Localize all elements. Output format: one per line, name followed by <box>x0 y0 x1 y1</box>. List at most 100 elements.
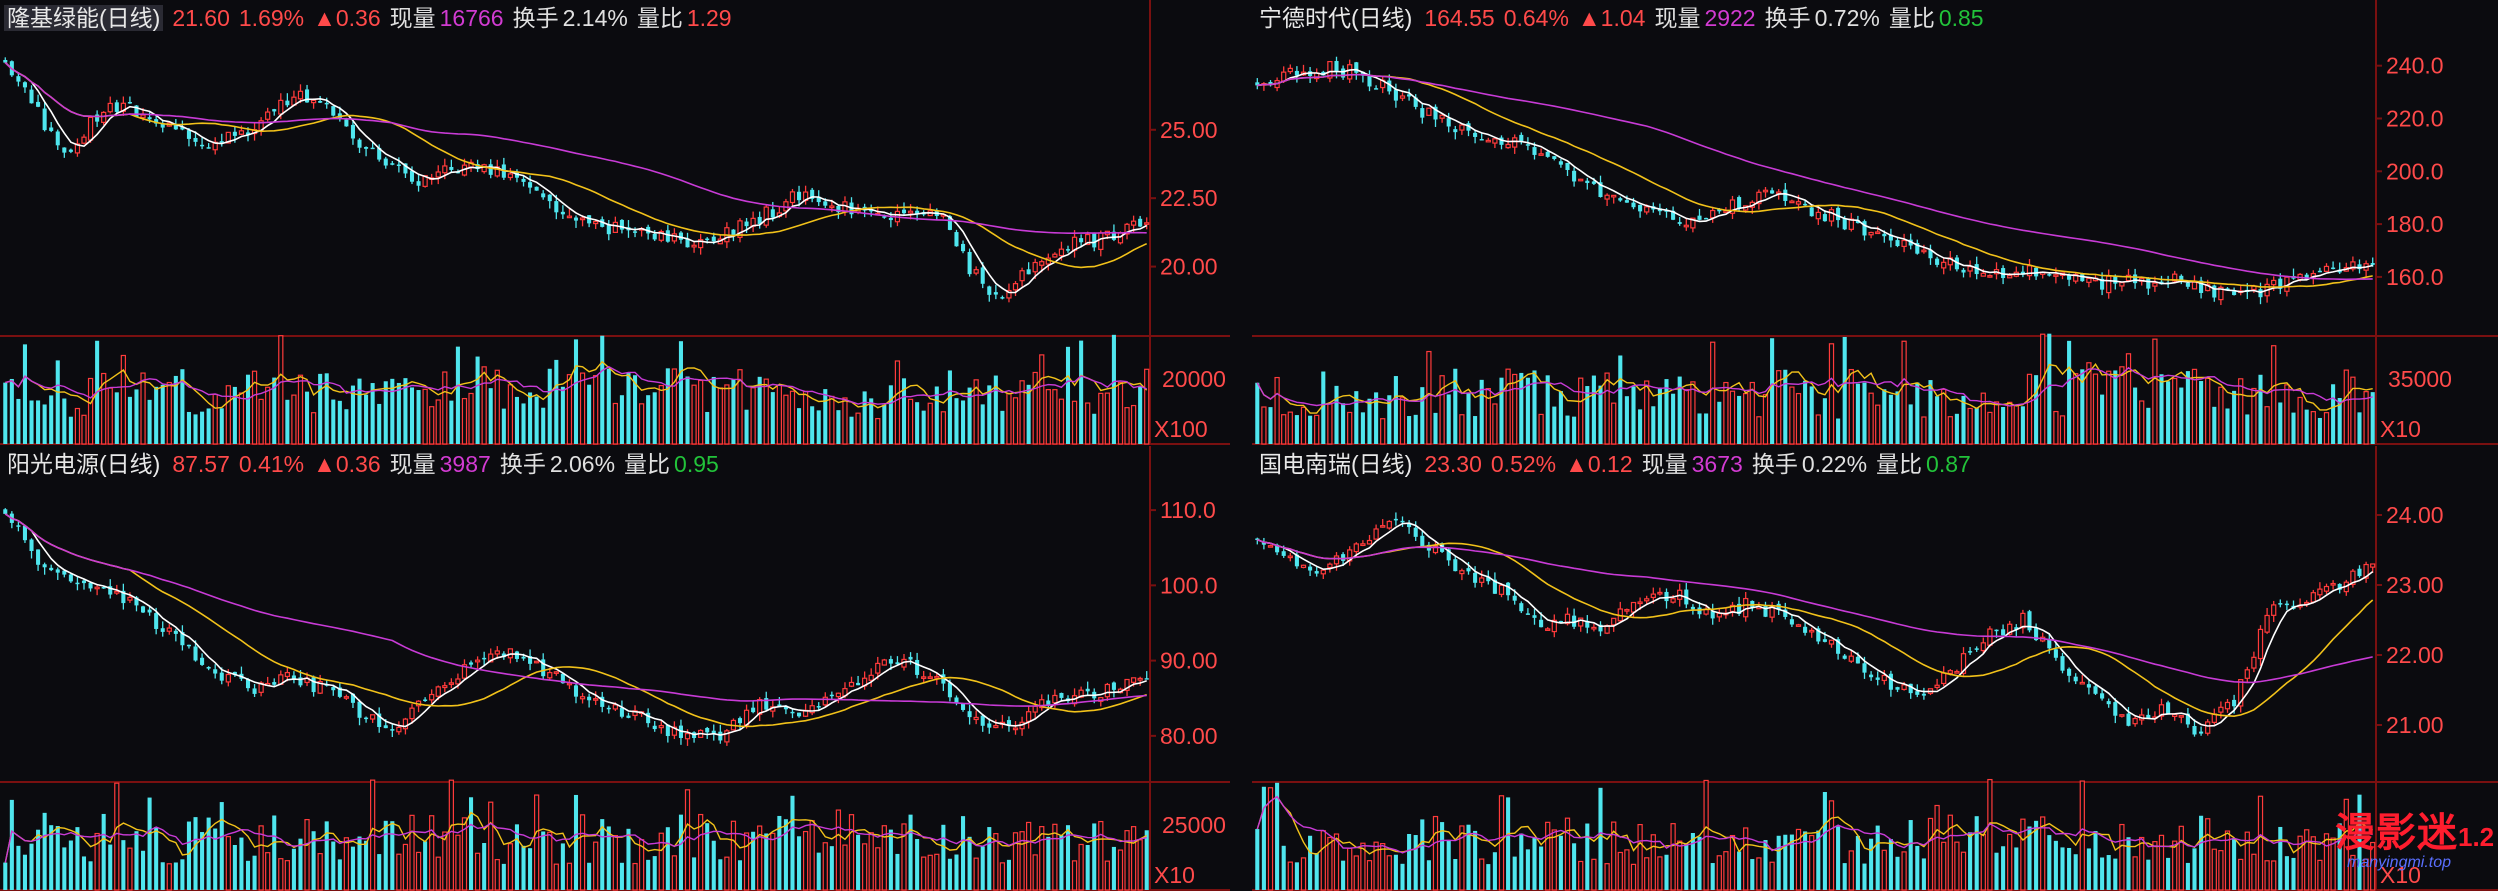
volume-bar-down <box>757 376 762 444</box>
volume-bar-down <box>1341 403 1346 444</box>
candle-down <box>521 178 526 182</box>
volume-bar-down <box>1618 355 1623 444</box>
candle-up <box>1828 209 1835 222</box>
turnover-label: 换手 <box>1764 5 1811 31</box>
volume-bar-up <box>1815 414 1821 445</box>
candle-down <box>1525 613 1530 615</box>
volume-bar-up <box>2205 818 2211 891</box>
volume-bar-up <box>1947 416 1953 445</box>
volume-bar-down <box>665 827 670 890</box>
candle-up <box>409 707 415 720</box>
volume-bar-down <box>587 384 592 444</box>
volume-bar-down <box>455 346 460 444</box>
volume-bar-down <box>134 831 139 890</box>
candle-down <box>600 696 605 707</box>
volume-bar-down <box>1704 413 1709 444</box>
chart-panel-catl[interactable]: 宁德时代(日线) 164.55 0.64% ▲1.04 现量 2922 换手 0.72% 量比 0… <box>1252 0 2498 445</box>
candle-down <box>1367 75 1372 87</box>
volume-bar-up <box>1071 400 1078 445</box>
volume-bar-down <box>2245 414 2250 444</box>
candle-up <box>743 709 750 726</box>
candle-down <box>1869 674 1874 678</box>
volume-bar-down <box>350 385 355 444</box>
volume-bar-down <box>1908 820 1913 890</box>
candle-up <box>1366 539 1373 545</box>
candle-down <box>1888 673 1893 690</box>
volume-bar-down <box>1710 863 1715 890</box>
candle-up <box>2106 275 2112 294</box>
candle-down <box>2192 726 2197 735</box>
volume-bar-up <box>265 386 271 445</box>
header-catl: 宁德时代(日线) 164.55 0.64% ▲1.04 现量 2922 换手 0.72% 量比 0… <box>1256 2 1993 34</box>
volume-bar-up <box>212 393 218 445</box>
volume-bar-down <box>606 826 611 890</box>
volume-bar-up <box>1281 414 1287 445</box>
candle-down <box>514 651 519 659</box>
volume-bar-up <box>1320 830 1326 891</box>
volume-bar-up <box>2323 833 2330 891</box>
candle-up <box>612 221 618 234</box>
volume-bar-down <box>560 386 565 444</box>
candle-down <box>1855 220 1860 224</box>
price-tick-label: 25.00 <box>1160 117 1218 143</box>
price-axis: 240.0 220.0 200.0 180.0 160.0 35000 X10 <box>2380 53 2452 442</box>
volume-bar-down <box>22 854 27 890</box>
candle-up <box>101 111 107 123</box>
chart-canvas-catl: 240.0 220.0 200.0 180.0 160.0 35000 X10 <box>1252 0 2498 445</box>
candle-down <box>219 141 224 143</box>
volume-bar-down <box>331 399 336 444</box>
candle-down <box>2100 693 2105 699</box>
chart-panel-nari[interactable]: 国电南瑞(日线) 23.30 0.52% ▲0.12 现量 3673 换手 0.22% 量比 0.… <box>1252 446 2498 891</box>
chart-panel-sungrow[interactable]: 阳光电源(日线) 87.57 0.41% ▲0.36 现量 3987 换手 2.06% 量比 0.… <box>0 446 1230 891</box>
candle-down <box>1895 240 1900 247</box>
volume-bar-down <box>783 819 788 890</box>
volume-bar-down <box>147 399 152 444</box>
header-sungrow: 阳光电源(日线) 87.57 0.41% ▲0.36 现量 3987 换手 2.06% 量比 0.… <box>4 448 728 480</box>
candle-down <box>1624 200 1629 203</box>
volume-bar-down <box>1506 797 1511 890</box>
volume-bar-down <box>1532 370 1537 444</box>
candle-up <box>1795 624 1802 627</box>
volume-bar-up <box>743 832 750 891</box>
candle-down <box>1446 118 1451 127</box>
volume-bar-down <box>180 369 185 444</box>
candle-up <box>1578 617 1584 627</box>
candle-up <box>370 714 376 720</box>
volume-bar-up <box>2350 376 2356 445</box>
candle-down <box>206 666 211 669</box>
volume-bar-down <box>357 836 362 890</box>
candle-down <box>49 127 54 131</box>
candle-down <box>528 656 533 664</box>
price-axis: 25.00 22.50 20.00 20000 X100 <box>1154 117 1226 442</box>
candle-up <box>1505 143 1511 149</box>
candle-up <box>2119 714 2125 717</box>
candle-up <box>166 627 172 632</box>
candle-down <box>1111 682 1116 690</box>
volume-bar-down <box>2106 855 2111 890</box>
candle-down <box>1393 89 1398 101</box>
candle-up <box>553 671 559 674</box>
volume-bar-up <box>1347 411 1353 445</box>
volume-bar-down <box>1598 787 1603 890</box>
candle-down <box>357 701 362 718</box>
chart-panel-longi[interactable]: 隆基绿能(日线) 21.60 1.69% ▲0.36 现量 16766 换手 2.14% 量比 1… <box>0 0 1230 445</box>
volume-bar-up <box>973 857 979 891</box>
volume-bar-down <box>501 408 506 444</box>
volume-bar-up <box>579 372 586 445</box>
candle-down <box>160 628 165 632</box>
candle-up <box>1012 727 1019 731</box>
candle-down <box>1717 208 1722 212</box>
volume-bar-down <box>1026 384 1031 444</box>
volume-bar-down <box>2027 826 2032 890</box>
ma5-line <box>4 513 1147 736</box>
volume-bar-up <box>875 418 881 445</box>
candle-down <box>305 89 310 103</box>
candle-down <box>2126 713 2131 726</box>
volume-bar-down <box>744 409 749 444</box>
volume-bar-up <box>1987 411 1993 445</box>
volume-bar-down <box>711 376 716 444</box>
candle-up <box>1868 231 1874 236</box>
candle-down <box>75 582 80 585</box>
volume-bar-up <box>2297 835 2303 891</box>
candle-up <box>2158 704 2165 717</box>
